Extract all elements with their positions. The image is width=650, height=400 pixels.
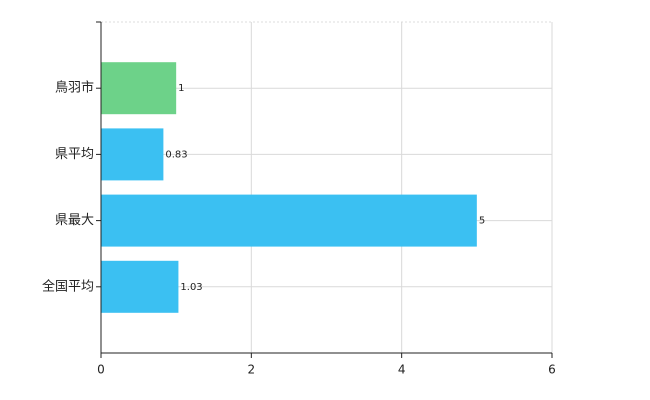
value-label: 1 — [178, 83, 184, 94]
value-label: 0.83 — [165, 149, 187, 160]
y-tick-label: 鳥羽市 — [55, 80, 94, 96]
x-tick-label: 6 — [548, 363, 556, 377]
x-tick-label: 0 — [97, 363, 105, 377]
bar — [101, 194, 477, 247]
value-label: 5 — [479, 216, 485, 227]
value-label: 1.03 — [180, 282, 202, 293]
y-tick-label: 全国平均 — [42, 278, 94, 294]
x-tick-label: 2 — [248, 363, 256, 377]
x-tick-label: 4 — [398, 363, 406, 377]
bar — [101, 260, 179, 313]
bar — [101, 128, 164, 181]
bar — [101, 62, 177, 115]
y-tick-label: 県平均 — [55, 147, 94, 162]
y-tick-label: 県最大 — [55, 213, 94, 228]
